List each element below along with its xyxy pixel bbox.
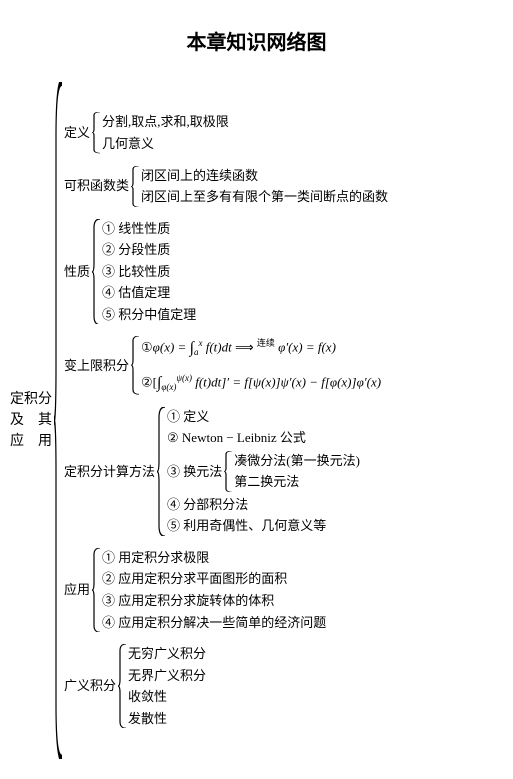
apps-item: ② 应用定积分求平面图形的面积: [102, 570, 326, 588]
apps-item: ③ 应用定积分求旋转体的体积: [102, 592, 326, 610]
integrable-node: 可积函数类 闭区间上的连续函数 闭区间上至多有有限个第一类间断点的函数: [64, 166, 388, 207]
subst-node: ③ 换元法 凑微分法(第一换元法) 第二换元法: [167, 451, 360, 492]
prop-item: ⑤ 积分中值定理: [102, 306, 196, 324]
prop-item: ① 线性性质: [102, 220, 196, 238]
improper-item: 收敛性: [128, 688, 206, 706]
properties-node: 性质 ① 线性性质 ② 分段性质 ③ 比较性质 ④ 估值定理 ⑤ 积分中值定理: [64, 219, 388, 325]
integrable-item: 闭区间上的连续函数: [141, 167, 388, 185]
root-label: 定积分及 其应 用: [10, 389, 54, 452]
improper-item: 无穷广义积分: [128, 645, 206, 663]
root-tree: 定积分及 其应 用 定义 分割,取点,求和,取极限 几何意义 可积函数类 闭区间…: [10, 82, 503, 759]
def-item: 几何意义: [102, 135, 229, 153]
integrable-item: 闭区间上至多有有限个第一类间断点的函数: [141, 188, 388, 206]
prop-item: ③ 比较性质: [102, 263, 196, 281]
apps-label: 应用: [64, 581, 92, 599]
subst-label: ③ 换元法: [167, 463, 224, 481]
def-label: 定义: [64, 124, 92, 142]
upperlimit-formula-2: ②[∫φ(x)ψ(x) f(t)dt]′ = f[ψ(x)]ψ′(x) − f[…: [141, 372, 381, 394]
improper-item: 无界广义积分: [128, 667, 206, 685]
apps-item: ④ 应用定积分解决一些简单的经济问题: [102, 614, 326, 632]
integrable-brace: [131, 166, 141, 207]
subst-item: 第二换元法: [234, 473, 360, 491]
methods-brace: [157, 407, 167, 536]
improper-item: 发散性: [128, 710, 206, 728]
def-node: 定义 分割,取点,求和,取极限 几何意义: [64, 112, 388, 153]
integrable-label: 可积函数类: [64, 177, 131, 195]
subst-brace: [224, 451, 234, 492]
apps-node: 应用 ① 用定积分求极限 ② 应用定积分求平面图形的面积 ③ 应用定积分求旋转体…: [64, 548, 388, 632]
methods-node: 定积分计算方法 ① 定义 ② Newton − Leibniz 公式 ③ 换元法…: [64, 407, 388, 536]
root-brace: [54, 82, 64, 759]
properties-label: 性质: [64, 263, 92, 281]
methods-item: ⑤ 利用奇偶性、几何意义等: [167, 517, 360, 535]
upperlimit-label: 变上限积分: [64, 357, 131, 375]
prop-item: ② 分段性质: [102, 241, 196, 259]
def-item: 分割,取点,求和,取极限: [102, 113, 229, 131]
upperlimit-brace: [131, 336, 141, 394]
page-title: 本章知识网络图: [10, 30, 503, 57]
methods-item: ② Newton − Leibniz 公式: [167, 429, 360, 447]
methods-item: ① 定义: [167, 408, 360, 426]
methods-item: ④ 分部积分法: [167, 496, 360, 514]
improper-brace: [118, 644, 128, 728]
def-brace: [92, 112, 102, 153]
properties-brace: [92, 219, 102, 325]
apps-brace: [92, 548, 102, 632]
methods-label: 定积分计算方法: [64, 463, 157, 481]
improper-label: 广义积分: [64, 677, 118, 695]
improper-node: 广义积分 无穷广义积分 无界广义积分 收敛性 发散性: [64, 644, 388, 728]
subst-item: 凑微分法(第一换元法): [234, 452, 360, 470]
prop-item: ④ 估值定理: [102, 284, 196, 302]
root-children: 定义 分割,取点,求和,取极限 几何意义 可积函数类 闭区间上的连续函数 闭区间…: [64, 111, 388, 729]
apps-item: ① 用定积分求极限: [102, 549, 326, 567]
upperlimit-node: 变上限积分 ①φ(x) = ∫ax f(t)dt ⟹ 连续 φ′(x) = f(…: [64, 336, 388, 394]
upperlimit-formula-1: ①φ(x) = ∫ax f(t)dt ⟹ 连续 φ′(x) = f(x): [141, 337, 381, 359]
